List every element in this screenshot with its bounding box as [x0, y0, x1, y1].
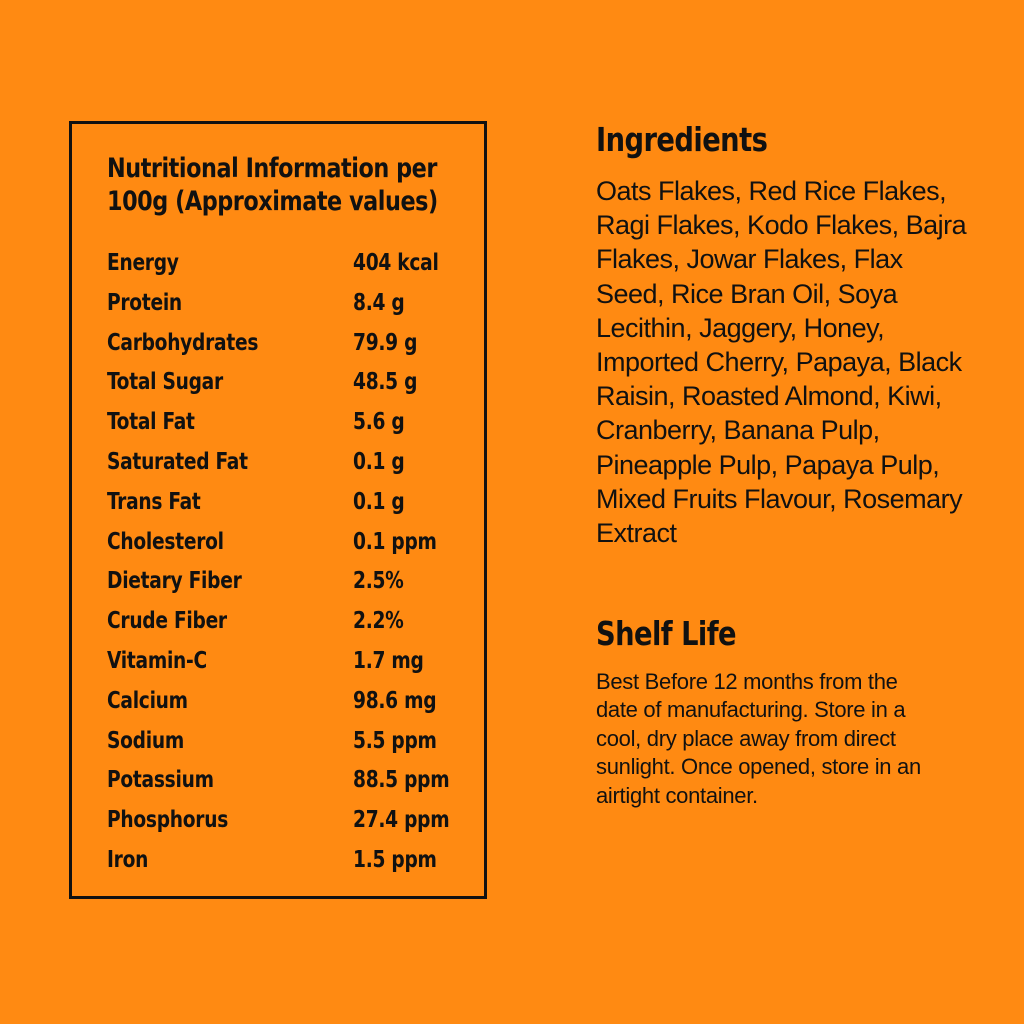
- nutrient-value: 2.5%: [353, 568, 404, 595]
- nutrition-title: Nutritional Information per 100g (Approx…: [107, 153, 438, 217]
- nutrient-row: Cholesterol 0.1 ppm: [107, 527, 467, 567]
- nutrient-row: Saturated Fat 0.1 g: [107, 447, 467, 487]
- nutrient-row: Trans Fat 0.1 g: [107, 487, 467, 527]
- nutrient-value: 404 kcal: [353, 250, 439, 276]
- nutrient-name: Phosphorus: [107, 807, 229, 834]
- nutrient-row: Calcium 98.6 mg: [107, 686, 467, 726]
- nutrient-name: Vitamin-C: [107, 647, 207, 674]
- nutrient-row: Phosphorus 27.4 ppm: [107, 805, 467, 845]
- nutrient-name: Iron: [107, 846, 149, 873]
- nutrient-name: Sodium: [107, 727, 184, 754]
- nutrient-name: Calcium: [107, 687, 188, 714]
- nutrient-value: 0.1 ppm: [353, 528, 437, 555]
- nutrient-row: Crude Fiber 2.2%: [107, 606, 467, 646]
- nutrient-row: Total Sugar 48.5 g: [107, 367, 467, 407]
- nutrient-row: Vitamin-C 1.7 mg: [107, 646, 467, 686]
- nutrient-value: 1.7 mg: [353, 647, 424, 674]
- nutrient-name: Protein: [107, 289, 182, 316]
- nutrient-name: Total Sugar: [107, 369, 223, 396]
- nutrient-row: Dietary Fiber 2.5%: [107, 566, 467, 606]
- nutrient-value: 48.5 g: [353, 369, 418, 396]
- nutrient-name: Potassium: [107, 767, 214, 794]
- nutrient-value: 27.4 ppm: [353, 807, 450, 834]
- nutrient-value: 2.2%: [353, 608, 404, 635]
- nutrient-value: 79.9 g: [353, 329, 418, 356]
- nutrient-row: Sodium 5.5 ppm: [107, 726, 467, 766]
- nutrient-value: 5.5 ppm: [353, 727, 437, 754]
- nutrient-row: Total Fat 5.6 g: [107, 407, 467, 447]
- nutrient-list: Energy 404 kcal Protein 8.4 g Carbohydrates 7…: [107, 248, 467, 885]
- ingredients-text: Oats Flakes, Red Rice Flakes, Ragi Flake…: [596, 176, 967, 549]
- nutrient-name: Carbohydrates: [107, 329, 259, 356]
- nutrient-value: 0.1 g: [353, 448, 405, 475]
- shelf-life-text: Best Before 12 months from the date of m…: [596, 669, 921, 808]
- nutrient-value: 5.6 g: [353, 409, 405, 436]
- nutrient-value: 0.1 g: [353, 488, 405, 515]
- nutrient-row: Iron 1.5 ppm: [107, 845, 467, 885]
- nutrient-name: Trans Fat: [107, 488, 201, 515]
- nutrient-value: 98.6 mg: [353, 687, 437, 714]
- nutrient-value: 1.5 ppm: [353, 846, 437, 873]
- nutrient-name: Energy: [107, 250, 179, 276]
- nutrient-row: Protein 8.4 g: [107, 288, 467, 328]
- nutrient-name: Cholesterol: [107, 528, 224, 555]
- nutrient-name: Saturated Fat: [107, 448, 248, 475]
- nutrient-row: Energy 404 kcal: [107, 248, 467, 288]
- nutrient-name: Dietary Fiber: [107, 568, 242, 595]
- nutrient-row: Potassium 88.5 ppm: [107, 765, 467, 805]
- nutrient-value: 88.5 ppm: [353, 767, 450, 794]
- nutrient-row: Carbohydrates 79.9 g: [107, 328, 467, 368]
- shelf-life-heading: Shelf Life: [596, 614, 737, 653]
- nutrient-name: Crude Fiber: [107, 608, 227, 635]
- nutrient-value: 8.4 g: [353, 289, 405, 316]
- nutrient-name: Total Fat: [107, 409, 195, 436]
- ingredients-heading: Ingredients: [596, 120, 768, 159]
- nutrition-table: Nutritional Information per 100g (Approx…: [69, 121, 487, 899]
